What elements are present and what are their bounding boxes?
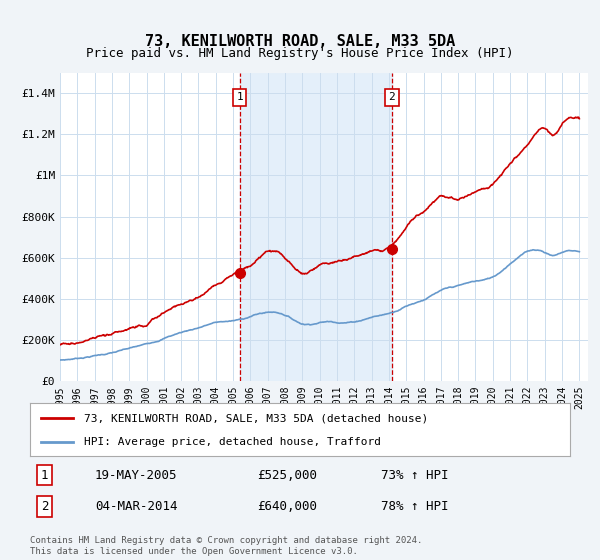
Text: 1: 1	[236, 92, 243, 102]
Text: 78% ↑ HPI: 78% ↑ HPI	[381, 500, 449, 513]
Text: 19-MAY-2005: 19-MAY-2005	[95, 469, 178, 482]
Text: £640,000: £640,000	[257, 500, 317, 513]
Text: 04-MAR-2014: 04-MAR-2014	[95, 500, 178, 513]
Text: Price paid vs. HM Land Registry's House Price Index (HPI): Price paid vs. HM Land Registry's House …	[86, 46, 514, 60]
Text: 73% ↑ HPI: 73% ↑ HPI	[381, 469, 449, 482]
Text: 73, KENILWORTH ROAD, SALE, M33 5DA: 73, KENILWORTH ROAD, SALE, M33 5DA	[145, 35, 455, 49]
Text: 1: 1	[41, 469, 48, 482]
Text: £525,000: £525,000	[257, 469, 317, 482]
Bar	[239, 73, 392, 381]
Text: Contains HM Land Registry data © Crown copyright and database right 2024.
This d: Contains HM Land Registry data © Crown c…	[30, 536, 422, 556]
Text: 73, KENILWORTH ROAD, SALE, M33 5DA (detached house): 73, KENILWORTH ROAD, SALE, M33 5DA (deta…	[84, 413, 428, 423]
Text: 2: 2	[388, 92, 395, 102]
Text: HPI: Average price, detached house, Trafford: HPI: Average price, detached house, Traf…	[84, 436, 381, 446]
Text: 2: 2	[41, 500, 48, 513]
Bar	[239, 73, 392, 381]
